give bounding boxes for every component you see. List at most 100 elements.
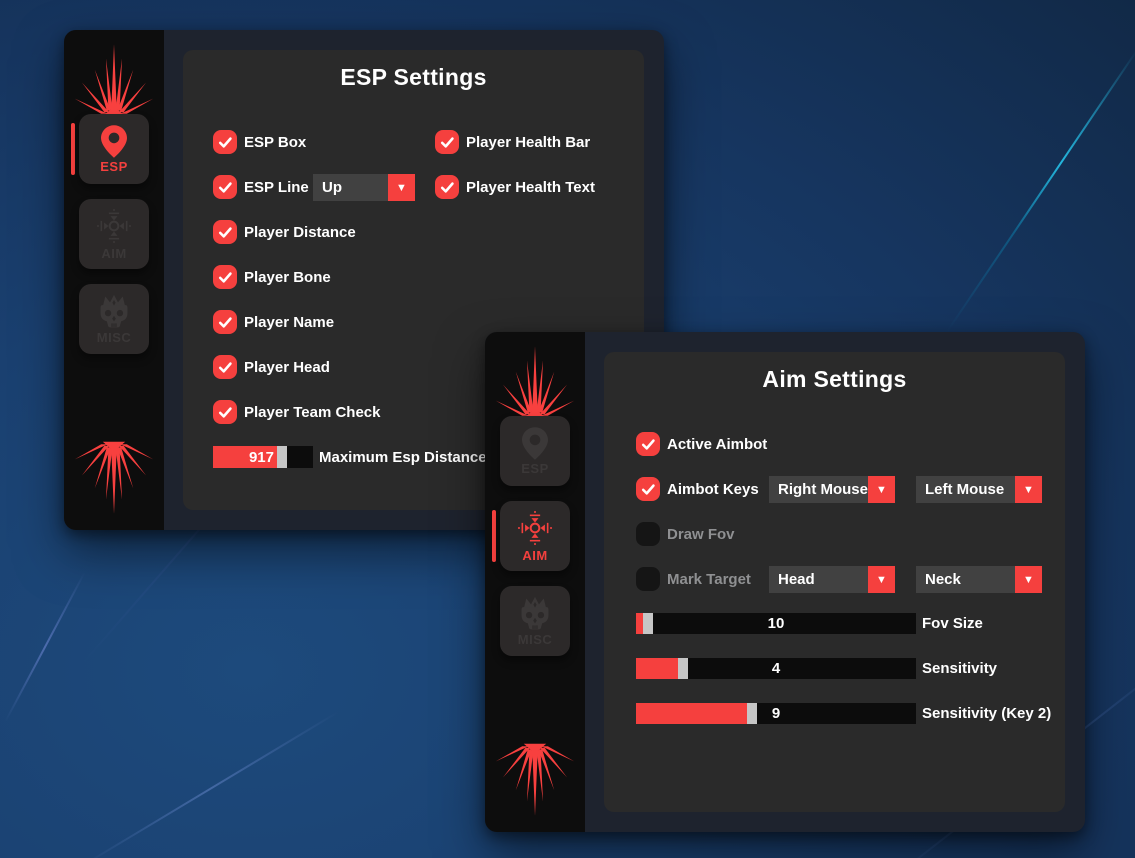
dropdown-arrow-icon[interactable]: ▼: [1015, 566, 1042, 593]
mark-target-row: Mark Target: [636, 567, 751, 591]
brand-logo-icon: [74, 441, 154, 514]
dropdown-value: Right Mouse: [778, 481, 868, 498]
brand-logo-icon: [74, 44, 154, 117]
checkbox-draw-fov[interactable]: [636, 522, 660, 546]
panel-title: ESP Settings: [340, 64, 487, 90]
slider-thumb[interactable]: [643, 613, 653, 634]
sidebar-tab-label: MISC: [96, 329, 132, 345]
slider-label: Sensitivity: [922, 660, 998, 677]
player-name-row: Player Name: [213, 310, 334, 334]
check-icon: [641, 483, 655, 495]
check-icon: [641, 438, 655, 450]
slider-label: Sensitivity (Key 2): [922, 705, 1052, 722]
slider-thumb[interactable]: [746, 703, 757, 724]
esp-line-direction-dropdown[interactable]: Up ▼: [313, 174, 415, 201]
checkbox-player-bone[interactable]: [213, 265, 237, 289]
checkbox-player-team-check[interactable]: [213, 400, 237, 424]
slider-value: 9: [771, 705, 781, 722]
checkbox-label: Player Health Bar: [466, 133, 591, 151]
checkbox-label: ESP Line: [244, 178, 309, 196]
check-icon: [218, 226, 232, 238]
fov-size-slider[interactable]: 10: [636, 613, 916, 634]
aim-window-sidebar: ESP AIM MISC: [485, 332, 585, 832]
sensitivity-key2-slider[interactable]: 9: [636, 703, 916, 724]
check-icon: [218, 271, 232, 283]
sidebar-tab-label: MISC: [517, 631, 553, 647]
esp-box-row: ESP Box: [213, 130, 306, 154]
active-tab-indicator: [492, 510, 496, 562]
dropdown-arrow-icon[interactable]: ▼: [388, 174, 415, 201]
slider-value: 4: [771, 660, 781, 677]
checkbox-mark-target[interactable]: [636, 567, 660, 591]
check-icon: [218, 136, 232, 148]
dropdown-arrow-icon[interactable]: ▼: [1015, 476, 1042, 503]
sidebar-tab-aim[interactable]: AIM: [500, 501, 570, 571]
player-distance-row: Player Distance: [213, 220, 356, 244]
player-head-row: Player Head: [213, 355, 330, 379]
sidebar-tab-label: AIM: [522, 548, 548, 563]
active-aimbot-row: Active Aimbot: [636, 432, 767, 456]
sidebar-tab-label: AIM: [101, 246, 127, 261]
aim-settings-window: ESP AIM MISC Aim Settings Active Aimbot …: [485, 332, 1085, 832]
skull-crown-icon: [516, 596, 554, 631]
map-pin-icon: [522, 426, 548, 460]
active-tab-indicator: [71, 123, 75, 175]
sidebar-tab-misc[interactable]: MISC: [500, 586, 570, 656]
check-icon: [440, 136, 454, 148]
slider-fill: [636, 703, 747, 724]
brand-logo-icon: [495, 346, 575, 419]
check-icon: [440, 181, 454, 193]
check-icon: [218, 316, 232, 328]
checkbox-label: ESP Box: [244, 133, 307, 151]
draw-fov-row: Draw Fov: [636, 522, 735, 546]
sensitivity-slider[interactable]: 4: [636, 658, 916, 679]
checkbox-label: Draw Fov: [667, 525, 735, 543]
mark-target-bone2-dropdown[interactable]: Neck ▼: [916, 566, 1042, 593]
checkbox-player-health-bar[interactable]: [435, 130, 459, 154]
slider-value: 917: [248, 448, 274, 466]
skull-crown-icon: [95, 294, 133, 329]
checkbox-aimbot-keys[interactable]: [636, 477, 660, 501]
ornate-crosshair-icon: [515, 509, 555, 547]
checkbox-esp-line[interactable]: [213, 175, 237, 199]
sidebar-tab-esp[interactable]: ESP: [500, 416, 570, 486]
checkbox-player-head[interactable]: [213, 355, 237, 379]
esp-window-sidebar: ESP AIM MISC: [64, 30, 164, 530]
fov-size-row: 10 Fov Size: [636, 613, 983, 634]
max-esp-distance-slider[interactable]: 917: [213, 446, 313, 468]
checkbox-player-distance[interactable]: [213, 220, 237, 244]
checkbox-label: Mark Target: [667, 570, 751, 588]
check-icon: [218, 406, 232, 418]
map-pin-icon: [101, 124, 127, 158]
checkbox-esp-box[interactable]: [213, 130, 237, 154]
slider-value: 10: [767, 615, 785, 632]
slider-label: Fov Size: [922, 615, 983, 632]
mark-target-bone1-dropdown[interactable]: Head ▼: [769, 566, 895, 593]
slider-fill: 917: [213, 446, 277, 468]
slider-fill: [636, 658, 678, 679]
checkbox-label: Aimbot Keys: [667, 480, 759, 498]
slider-label: Maximum Esp Distance: [319, 448, 487, 466]
aimbot-keys-row: Aimbot Keys: [636, 477, 759, 501]
checkbox-player-name[interactable]: [213, 310, 237, 334]
checkbox-label: Active Aimbot: [667, 435, 768, 453]
slider-thumb[interactable]: [277, 446, 287, 468]
dropdown-arrow-icon[interactable]: ▼: [868, 476, 895, 503]
checkbox-active-aimbot[interactable]: [636, 432, 660, 456]
max-esp-distance-row: 917 Maximum Esp Distance: [213, 446, 487, 468]
player-bone-row: Player Bone: [213, 265, 331, 289]
sidebar-tab-esp[interactable]: ESP: [79, 114, 149, 184]
slider-thumb[interactable]: [678, 658, 688, 679]
aimbot-key2-dropdown[interactable]: Left Mouse ▼: [916, 476, 1042, 503]
checkbox-player-health-text[interactable]: [435, 175, 459, 199]
sidebar-tab-aim[interactable]: AIM: [79, 199, 149, 269]
checkbox-label: Player Bone: [244, 268, 331, 286]
dropdown-value: Neck: [925, 571, 961, 588]
check-icon: [218, 361, 232, 373]
dropdown-arrow-icon[interactable]: ▼: [868, 566, 895, 593]
dropdown-value: Up: [322, 179, 342, 196]
sidebar-tab-misc[interactable]: MISC: [79, 284, 149, 354]
dropdown-value: Head: [778, 571, 815, 588]
brand-logo-icon: [495, 743, 575, 816]
aimbot-key1-dropdown[interactable]: Right Mouse ▼: [769, 476, 895, 503]
